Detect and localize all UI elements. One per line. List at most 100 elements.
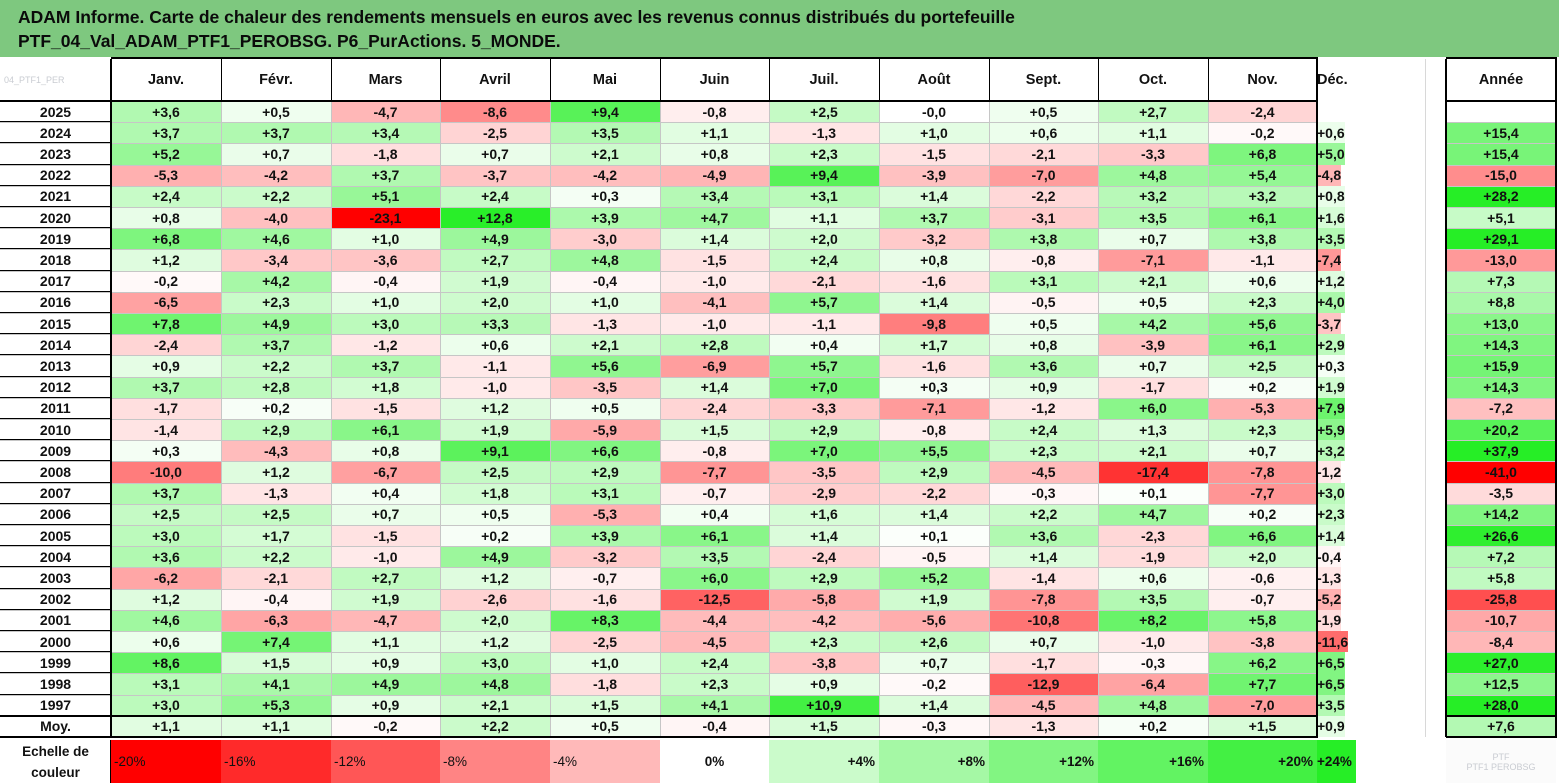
heatmap-cell: +1,5 xyxy=(550,694,660,716)
heatmap-cell: +4,9 xyxy=(440,546,550,568)
heatmap-cell: +7,4 xyxy=(221,631,331,653)
annual-cell: +14,3 xyxy=(1446,376,1556,398)
heatmap-cell: +0,5 xyxy=(1098,291,1208,313)
row-divider xyxy=(1446,291,1556,293)
header-col-divider xyxy=(550,59,551,101)
heatmap-cell: +3,9 xyxy=(550,525,660,547)
heatmap-cell: -1,6 xyxy=(879,270,989,292)
heatmap-cell: -5,3 xyxy=(111,164,221,186)
row-divider xyxy=(1446,567,1556,569)
heatmap-cell: -2,9 xyxy=(769,482,879,504)
col-divider xyxy=(1098,101,1099,737)
heatmap-cell: +6,5 xyxy=(1317,673,1345,695)
heatmap-cell: +2,3 xyxy=(989,440,1098,462)
heatmap-cell: +1,1 xyxy=(769,207,879,229)
heatmap-cell: +2,0 xyxy=(440,291,550,313)
legend-watermark-line-2: PTF1 PEROBSG xyxy=(1466,761,1536,772)
annual-cell: +14,3 xyxy=(1446,334,1556,356)
heatmap-cell: -0,7 xyxy=(660,482,769,504)
year-cell-underline xyxy=(0,651,111,653)
heatmap-cell: -1,0 xyxy=(440,376,550,398)
heatmap-cell: +0,8 xyxy=(331,440,440,462)
heatmap-cell: +9,1 xyxy=(440,440,550,462)
year-label: 2015 xyxy=(39,315,72,332)
heatmap-cell: +4,7 xyxy=(1098,503,1208,525)
row-divider xyxy=(0,355,1317,357)
annual-cell: +15,9 xyxy=(1446,355,1556,377)
heatmap-cell: -3,7 xyxy=(440,164,550,186)
heatmap-cell: +2,1 xyxy=(440,694,550,716)
heatmap-cell: +2,1 xyxy=(1098,440,1208,462)
heatmap-cell: +0,9 xyxy=(111,355,221,377)
table-bottom-border xyxy=(0,736,1318,738)
heatmap-cell: +0,5 xyxy=(989,101,1098,123)
heatmap-cell: +1,6 xyxy=(1317,207,1345,229)
heatmap-cell: +3,7 xyxy=(221,122,331,144)
heatmap-cell: +0,8 xyxy=(879,249,989,271)
heatmap-cell: +6,6 xyxy=(550,440,660,462)
heatmap-cell: -0,7 xyxy=(1208,588,1317,610)
heatmap-cell: +2,4 xyxy=(769,249,879,271)
annual-cell: +12,5 xyxy=(1446,673,1556,695)
heatmap-cell: +2,2 xyxy=(440,715,550,737)
heatmap-cell: -2,4 xyxy=(660,397,769,419)
heatmap-cell: +6,8 xyxy=(111,228,221,250)
heatmap-cell: +1,4 xyxy=(879,503,989,525)
heatmap-cell: +0,2 xyxy=(440,525,550,547)
color-scale-swatch: -12% xyxy=(331,740,440,783)
heatmap-cell: +3,5 xyxy=(550,122,660,144)
heatmap-cell: -4,1 xyxy=(660,291,769,313)
heatmap-cell: +3,4 xyxy=(660,185,769,207)
year-label: 2001 xyxy=(39,612,72,629)
annual-cell: +5,8 xyxy=(1446,567,1556,589)
legend-title: Echelle de couleur xyxy=(0,740,111,783)
year-label: 2023 xyxy=(39,145,72,162)
heatmap-cell: -2,6 xyxy=(440,588,550,610)
year-cell-underline xyxy=(0,672,111,674)
heatmap-cell: +2,5 xyxy=(440,461,550,483)
row-divider xyxy=(0,631,1317,632)
table-right-border xyxy=(1316,59,1318,737)
heatmap-cell: +3,1 xyxy=(989,270,1098,292)
row-divider xyxy=(0,334,1317,336)
heatmap-cell: +3,5 xyxy=(1098,207,1208,229)
heatmap-cell: +3,1 xyxy=(769,185,879,207)
heatmap-cell: -0,4 xyxy=(550,270,660,292)
heatmap-cell: +7,8 xyxy=(111,313,221,335)
heatmap-cell: +0,6 xyxy=(989,122,1098,144)
annual-cell: +7,6 xyxy=(1446,715,1556,737)
heatmap-cell: -1,7 xyxy=(989,652,1098,674)
heatmap-cell: +7,0 xyxy=(769,440,879,462)
heatmap-cell: +0,4 xyxy=(331,482,440,504)
title-line-1: ADAM Informe. Carte de chaleur des rende… xyxy=(18,7,1015,27)
row-divider xyxy=(0,313,1317,314)
heatmap-cell: -3,8 xyxy=(1208,631,1317,653)
heatmap-cell: +6,2 xyxy=(1208,652,1317,674)
row-divider xyxy=(0,270,1317,272)
row-divider xyxy=(1446,122,1556,124)
heatmap-cell: -1,5 xyxy=(879,143,989,165)
heatmap-cell: +1,5 xyxy=(1208,715,1317,737)
heatmap-cell: -2,4 xyxy=(769,546,879,568)
heatmap-cell: +1,1 xyxy=(331,631,440,653)
heatmap-cell: -1,4 xyxy=(989,567,1098,589)
heatmap-cell: +6,0 xyxy=(1098,397,1208,419)
heatmap-cell: +2,0 xyxy=(769,228,879,250)
heatmap-cell: +8,3 xyxy=(550,609,660,631)
heatmap-cell: +3,2 xyxy=(1098,185,1208,207)
heatmap-cell: +9,4 xyxy=(550,101,660,123)
heatmap-cell: -0,4 xyxy=(331,270,440,292)
heatmap-cell: +3,7 xyxy=(331,355,440,377)
heatmap-cell: -0,2 xyxy=(111,270,221,292)
row-divider xyxy=(0,419,1317,420)
heatmap-cell: +0,8 xyxy=(989,334,1098,356)
heatmap-cell: -6,9 xyxy=(660,355,769,377)
heatmap-cell: +1,6 xyxy=(769,503,879,525)
year-col-border xyxy=(110,59,112,737)
heatmap-cell: -4,8 xyxy=(1317,164,1342,186)
row-divider xyxy=(1446,673,1556,675)
year-cell-underline xyxy=(0,439,111,441)
year-label: 2016 xyxy=(39,294,72,311)
header-bottom-border xyxy=(0,100,1318,102)
heatmap-cell: +2,5 xyxy=(769,101,879,123)
